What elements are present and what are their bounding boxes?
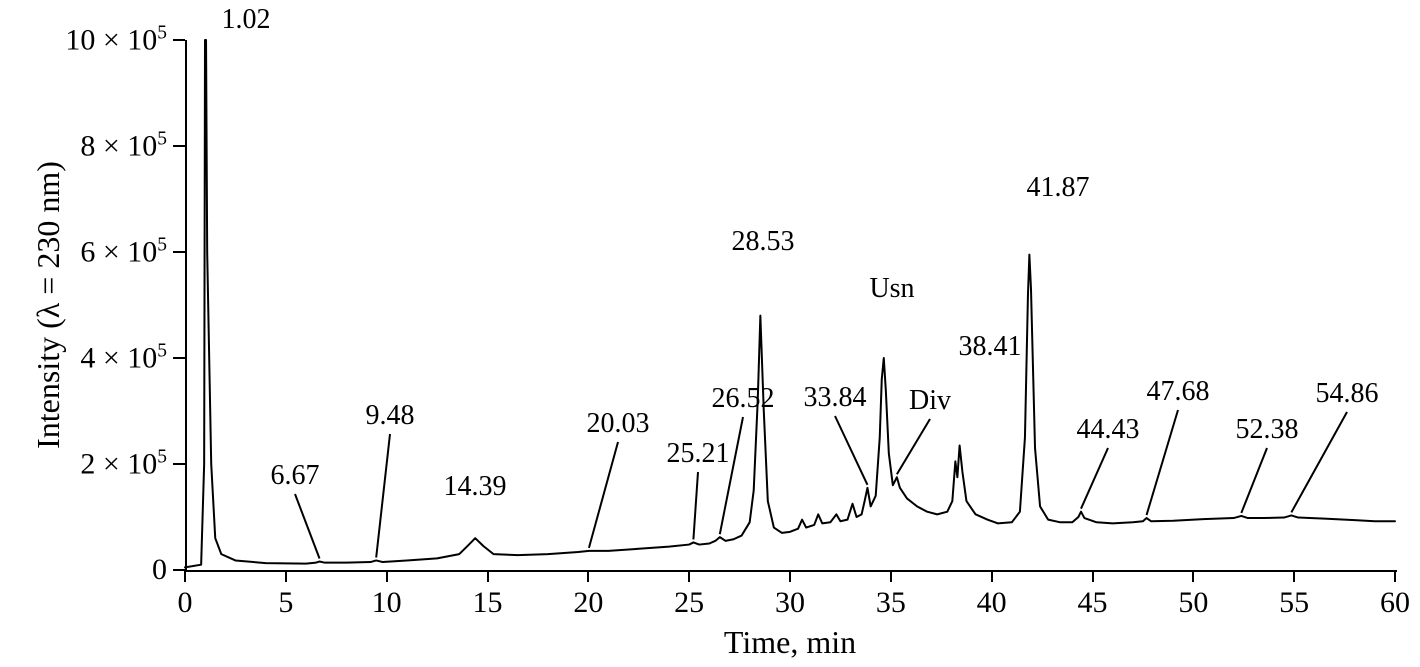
leader-line [0, 0, 1420, 667]
chromatogram-chart: Intensity (λ = 230 nm) Time, min 02 × 10… [0, 0, 1420, 667]
